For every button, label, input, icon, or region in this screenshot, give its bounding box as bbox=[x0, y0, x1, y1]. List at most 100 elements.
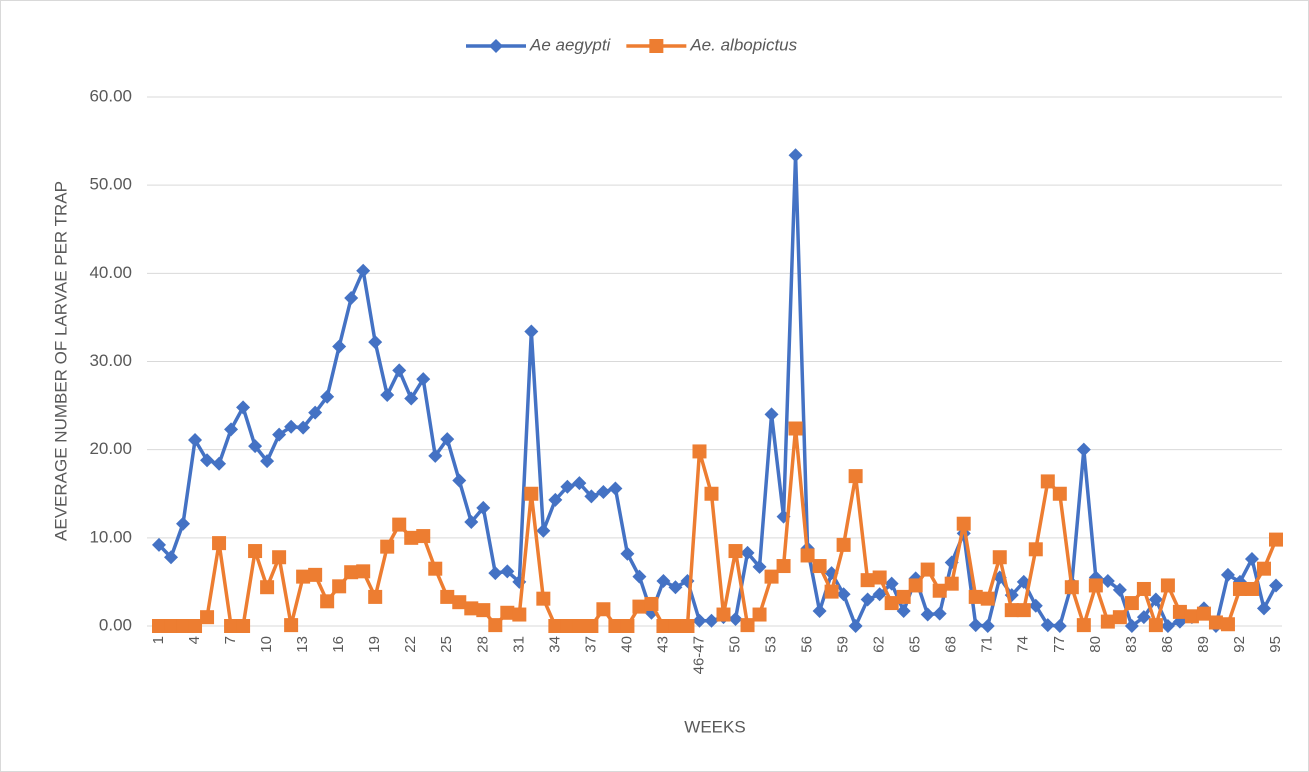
x-tick-label: 86 bbox=[1159, 636, 1176, 653]
y-tick-label: 60.00 bbox=[89, 86, 132, 105]
x-tick-label: 53 bbox=[763, 636, 780, 653]
marker bbox=[644, 596, 659, 611]
marker bbox=[1028, 542, 1043, 557]
marker bbox=[260, 580, 275, 595]
marker bbox=[1016, 603, 1031, 618]
marker bbox=[164, 550, 179, 565]
marker bbox=[668, 580, 683, 595]
marker bbox=[848, 469, 863, 484]
marker bbox=[656, 619, 671, 633]
marker bbox=[1148, 618, 1163, 633]
x-tick-label: 13 bbox=[294, 636, 311, 653]
marker bbox=[728, 544, 743, 559]
marker bbox=[1136, 581, 1151, 596]
marker bbox=[1052, 619, 1067, 633]
marker bbox=[1160, 578, 1175, 593]
marker bbox=[896, 604, 911, 619]
marker bbox=[656, 574, 671, 589]
x-tick-label: 46-47 bbox=[690, 636, 707, 674]
x-tick-label: 1 bbox=[150, 636, 167, 644]
marker bbox=[272, 427, 287, 442]
marker bbox=[308, 567, 323, 582]
marker bbox=[1268, 578, 1283, 593]
marker bbox=[920, 562, 935, 577]
marker bbox=[812, 604, 827, 619]
marker bbox=[440, 432, 455, 447]
marker bbox=[872, 587, 887, 602]
y-tick-label: 20.00 bbox=[89, 439, 132, 458]
marker bbox=[788, 421, 803, 436]
marker bbox=[860, 592, 875, 607]
marker bbox=[1100, 574, 1115, 589]
x-tick-label: 43 bbox=[654, 636, 671, 653]
marker bbox=[308, 405, 323, 420]
marker bbox=[488, 618, 503, 633]
x-tick-label: 83 bbox=[1123, 636, 1140, 653]
marker bbox=[248, 544, 263, 559]
marker bbox=[428, 448, 443, 463]
marker bbox=[680, 619, 695, 633]
marker bbox=[1220, 617, 1235, 632]
marker bbox=[284, 618, 299, 633]
marker bbox=[176, 516, 191, 531]
marker bbox=[176, 619, 191, 633]
x-tick-label: 68 bbox=[943, 636, 960, 653]
x-tick-label: 77 bbox=[1051, 636, 1068, 653]
legend-label: Ae aegypti bbox=[529, 35, 612, 54]
marker bbox=[212, 536, 227, 551]
marker bbox=[380, 388, 395, 403]
marker bbox=[812, 559, 827, 574]
marker bbox=[740, 545, 755, 560]
marker bbox=[572, 619, 587, 633]
x-tick-label: 50 bbox=[726, 636, 743, 653]
x-tick-label: 65 bbox=[907, 636, 924, 653]
legend-marker bbox=[649, 39, 664, 53]
marker bbox=[476, 500, 491, 515]
legend-label: Ae. albopictus bbox=[689, 35, 797, 54]
marker bbox=[1220, 567, 1235, 582]
marker bbox=[152, 619, 167, 633]
marker bbox=[500, 564, 515, 579]
marker bbox=[392, 363, 407, 378]
marker bbox=[944, 576, 959, 591]
marker bbox=[788, 148, 803, 163]
legend-marker bbox=[489, 39, 503, 53]
x-tick-label: 10 bbox=[258, 636, 275, 653]
marker bbox=[1052, 486, 1067, 501]
marker bbox=[608, 481, 623, 496]
marker bbox=[536, 591, 551, 606]
marker bbox=[356, 564, 371, 579]
marker bbox=[1148, 592, 1163, 607]
x-tick-label: 7 bbox=[222, 636, 239, 644]
marker bbox=[332, 339, 347, 354]
marker bbox=[152, 537, 167, 552]
marker bbox=[596, 484, 611, 499]
marker bbox=[1268, 532, 1283, 547]
marker bbox=[464, 514, 479, 529]
marker bbox=[272, 550, 287, 565]
marker bbox=[584, 619, 599, 633]
marker bbox=[692, 444, 707, 459]
marker bbox=[284, 419, 299, 434]
marker bbox=[260, 454, 275, 469]
marker bbox=[452, 595, 467, 610]
marker bbox=[704, 486, 719, 501]
marker bbox=[368, 589, 383, 604]
x-tick-label: 62 bbox=[871, 636, 888, 653]
marker bbox=[1172, 604, 1187, 619]
x-tick-label: 22 bbox=[402, 636, 419, 653]
x-tick-label: 4 bbox=[186, 636, 203, 644]
marker bbox=[608, 619, 623, 633]
marker bbox=[692, 613, 707, 628]
marker bbox=[236, 400, 251, 415]
marker bbox=[848, 619, 863, 633]
marker bbox=[1208, 615, 1223, 630]
marker bbox=[752, 607, 767, 622]
marker bbox=[1064, 580, 1079, 595]
marker bbox=[296, 420, 311, 435]
marker bbox=[932, 606, 947, 621]
x-tick-label: 40 bbox=[618, 636, 635, 653]
marker bbox=[740, 618, 755, 633]
marker bbox=[1040, 618, 1055, 633]
y-tick-label: 10.00 bbox=[89, 527, 132, 546]
